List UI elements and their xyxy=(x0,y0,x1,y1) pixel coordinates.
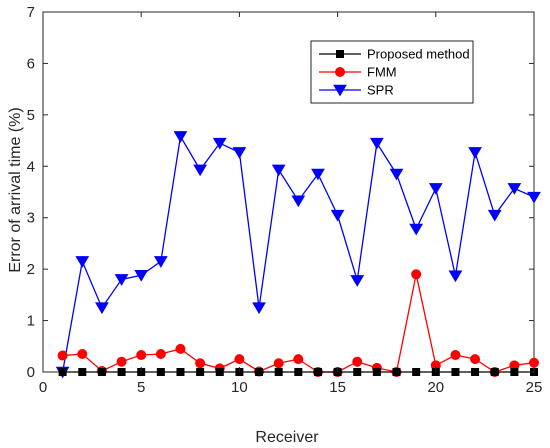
data-point-marker xyxy=(451,368,460,376)
data-point-marker xyxy=(212,137,227,150)
data-point-marker xyxy=(116,356,127,367)
data-point-marker xyxy=(215,368,224,376)
data-point-marker xyxy=(352,356,363,367)
y-tick-label: 7 xyxy=(27,4,35,21)
x-tick-label: 25 xyxy=(526,379,543,396)
data-point-marker xyxy=(193,164,207,177)
y-tick-label: 1 xyxy=(27,313,35,330)
data-point-marker xyxy=(291,195,306,208)
data-point-marker xyxy=(57,350,68,361)
x-tick-label: 15 xyxy=(329,379,346,396)
data-point-marker xyxy=(274,368,283,376)
data-point-marker xyxy=(411,269,422,280)
data-point-marker xyxy=(153,256,168,268)
data-point-marker xyxy=(510,368,519,376)
data-point-marker xyxy=(468,147,482,159)
data-point-marker xyxy=(428,183,443,195)
data-point-marker xyxy=(412,368,421,376)
data-point-marker xyxy=(196,368,205,376)
data-point-marker xyxy=(156,368,165,376)
data-point-marker xyxy=(471,368,480,376)
data-point-marker xyxy=(448,270,463,283)
data-point-marker xyxy=(58,368,67,376)
data-point-marker xyxy=(409,223,424,236)
data-point-marker xyxy=(350,275,365,287)
data-point-marker xyxy=(78,368,87,376)
y-axis-label: Error of arrival time (%) xyxy=(7,107,24,272)
data-point-marker xyxy=(234,354,245,365)
data-point-marker xyxy=(195,358,206,369)
data-point-marker xyxy=(273,358,284,369)
data-point-marker xyxy=(353,368,362,376)
data-point-marker xyxy=(155,349,166,359)
data-point-marker xyxy=(529,357,539,368)
x-tick-label: 10 xyxy=(231,379,248,396)
y-tick-label: 2 xyxy=(27,261,35,278)
data-point-marker xyxy=(507,183,522,195)
y-tick-label: 0 xyxy=(27,364,35,381)
y-tick-label: 6 xyxy=(27,55,35,72)
data-point-marker xyxy=(117,368,126,376)
data-point-marker xyxy=(75,256,90,268)
data-point-marker xyxy=(294,368,303,376)
data-point-marker xyxy=(490,368,499,376)
data-point-marker xyxy=(389,168,404,181)
data-point-marker xyxy=(97,368,106,376)
data-point-marker xyxy=(372,368,381,376)
data-point-marker xyxy=(134,270,149,282)
legend-marker xyxy=(336,50,344,58)
x-axis-label: Receiver xyxy=(255,429,319,446)
data-point-marker xyxy=(311,168,325,181)
data-point-marker xyxy=(370,137,384,150)
data-point-marker xyxy=(313,368,322,376)
y-tick-label: 4 xyxy=(27,158,35,175)
data-point-marker xyxy=(77,349,88,359)
data-point-marker xyxy=(392,368,401,376)
x-tick-label: 0 xyxy=(39,379,47,396)
data-point-marker xyxy=(252,302,266,315)
legend-label: SPR xyxy=(367,83,394,98)
data-point-marker xyxy=(232,147,247,159)
data-point-marker xyxy=(173,131,188,143)
x-tick-label: 5 xyxy=(137,379,145,396)
data-point-marker xyxy=(136,350,147,361)
legend: Proposed method FMM SPR xyxy=(310,40,474,104)
legend-label: FMM xyxy=(367,65,397,80)
data-point-marker xyxy=(293,354,304,365)
data-point-marker xyxy=(255,368,264,376)
legend-marker xyxy=(333,84,347,97)
legend-label: Proposed method xyxy=(367,47,470,62)
data-point-marker xyxy=(470,354,481,365)
data-point-marker xyxy=(527,191,541,204)
series-spr xyxy=(55,131,541,379)
data-point-marker xyxy=(330,209,345,222)
data-point-marker xyxy=(114,274,129,286)
data-point-marker xyxy=(95,302,109,315)
x-tick-label: 20 xyxy=(427,379,444,396)
data-point-marker xyxy=(176,368,185,376)
data-point-marker xyxy=(175,343,186,354)
legend-marker xyxy=(335,67,345,77)
y-tick-label: 3 xyxy=(27,210,35,227)
data-point-marker xyxy=(271,164,286,177)
data-point-marker xyxy=(450,350,461,361)
data-point-marker xyxy=(487,209,502,222)
y-tick-label: 5 xyxy=(27,107,35,124)
